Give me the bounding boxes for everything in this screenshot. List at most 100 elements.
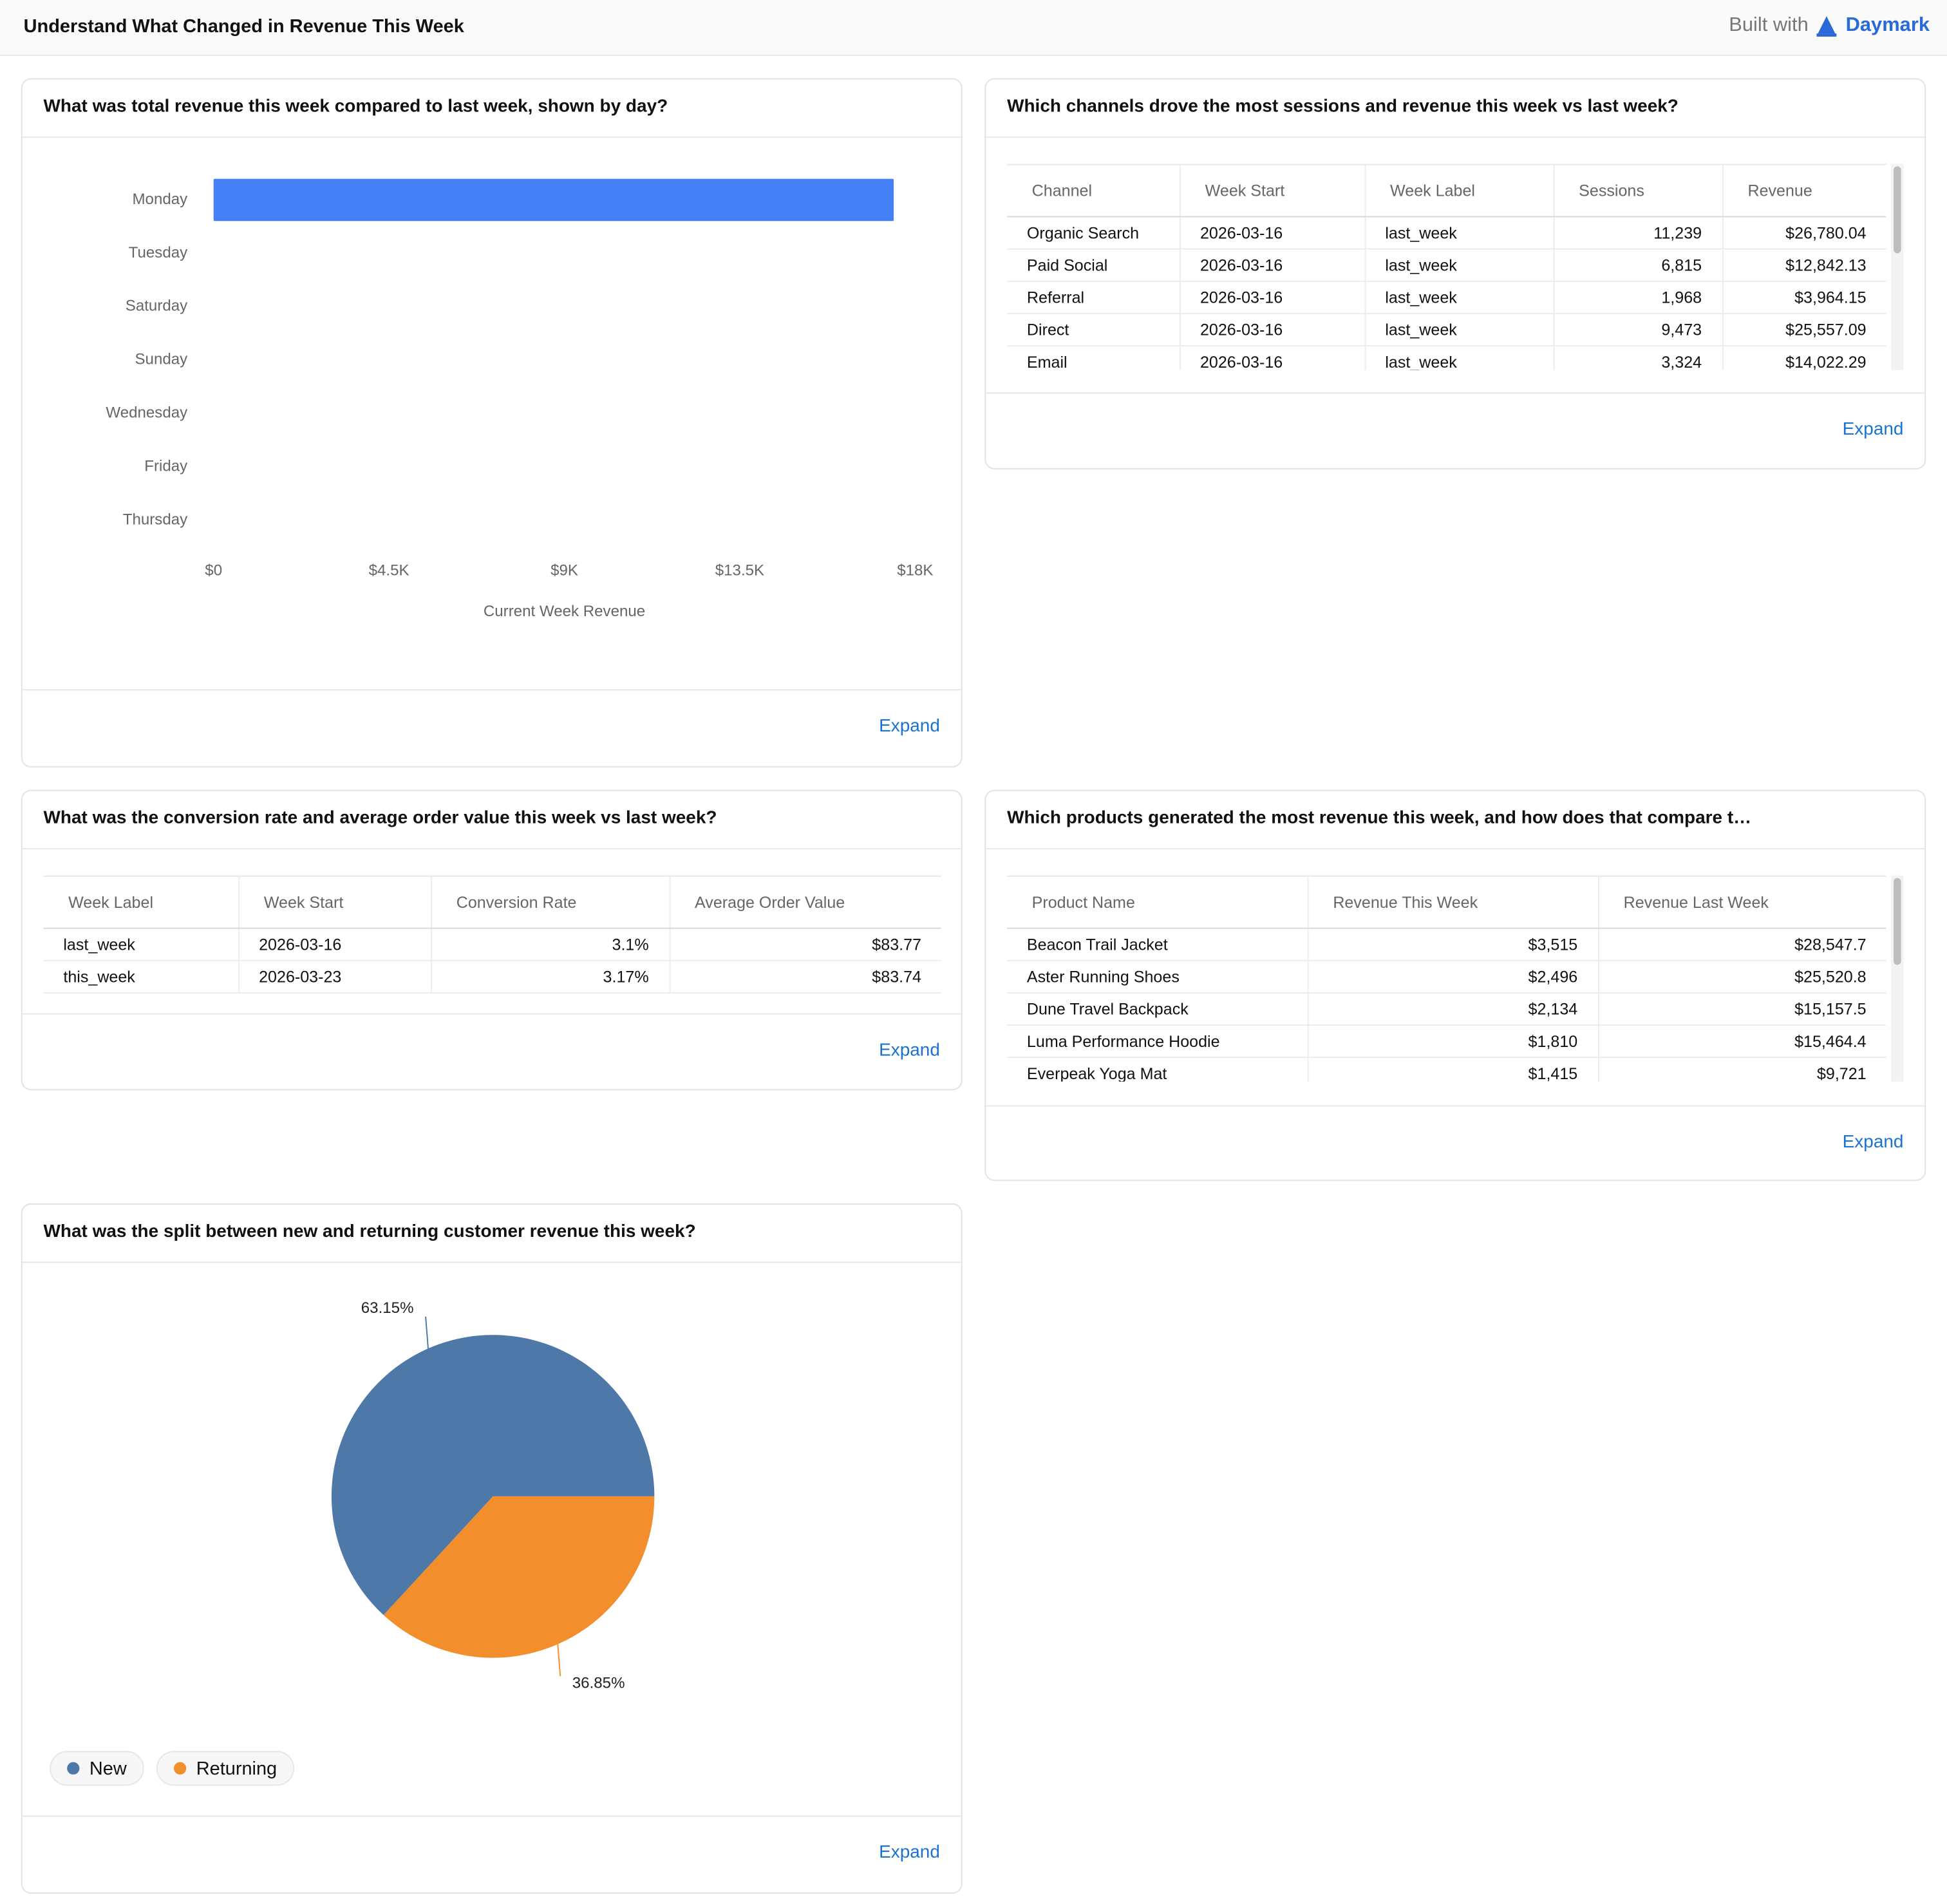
divider (22, 137, 961, 138)
expand-link[interactable]: Expand (879, 1842, 940, 1863)
y-tick-label: Friday (144, 458, 187, 475)
table-cell: $9,721 (1598, 1057, 1886, 1082)
column-header: Week Start (238, 875, 432, 929)
pie-slice (383, 1496, 655, 1658)
table-cell: $25,520.8 (1598, 960, 1886, 994)
scroll-thumb[interactable] (1894, 878, 1901, 965)
header-row: Channel Week Start Week Label Sessions Reven… (1007, 164, 1886, 218)
table-cell: $1,415 (1307, 1057, 1599, 1082)
data-label: 36.85% (572, 1675, 625, 1692)
column-header: Revenue Last Week (1598, 875, 1886, 929)
table-cell: 2026-03-16 (1180, 249, 1366, 282)
table-row: Email 2026-03-16 last_week 3,324 $14,022.29 (1007, 346, 1886, 370)
table-row: Direct 2026-03-16 last_week 9,473 $25,557.09 (1007, 313, 1886, 347)
x-tick-label: $4.5K (369, 562, 409, 580)
table-row: last_week 2026-03-16 3.1% $83.77 (43, 928, 941, 961)
x-tick-label: $9K (550, 562, 578, 580)
table-cell: last_week (1364, 281, 1554, 314)
table-cell: $3,515 (1307, 928, 1599, 961)
branding[interactable]: Built with Daymark (1729, 15, 1930, 37)
table-cell: $83.74 (669, 960, 941, 994)
scrollbar[interactable] (1891, 875, 1904, 1082)
legend-item[interactable]: Returning (156, 1751, 295, 1786)
legend-label: New (89, 1757, 127, 1779)
column-header: Sessions (1553, 164, 1723, 218)
x-tick-label: $13.5K (715, 562, 764, 580)
column-header: Week Label (43, 875, 240, 929)
table-cell: 2026-03-16 (238, 928, 432, 961)
data-table: Week Label Week Start Conversion Rate Avera… (43, 875, 941, 994)
table-cell: $12,842.13 (1722, 249, 1886, 282)
column-header: Channel (1007, 164, 1181, 218)
expand-link[interactable]: Expand (879, 1041, 940, 1060)
table-row: Referral 2026-03-16 last_week 1,968 $3,964.1… (1007, 281, 1886, 314)
table-cell: 3.17% (431, 960, 670, 994)
divider (986, 1105, 1925, 1107)
table-row: Dune Travel Backpack $2,134 $15,157.5 (1007, 992, 1886, 1026)
divider (22, 1013, 961, 1015)
table-cell: 2026-03-16 (1180, 346, 1366, 370)
table-cell: 3,324 (1553, 346, 1723, 370)
column-header: Conversion Rate (431, 875, 670, 929)
table-cell: last_week (1364, 216, 1554, 250)
table-cell: Referral (1007, 281, 1181, 314)
x-axis-label: Current Week Revenue (484, 603, 645, 620)
built-with: Built with (1729, 15, 1809, 36)
table-cell: Everpeak Yoga Mat (1007, 1057, 1308, 1082)
table-row: Beacon Trail Jacket $3,515 $28,547.7 (1007, 928, 1886, 961)
pie-slice (331, 1335, 655, 1616)
expand-link[interactable]: Expand (879, 716, 940, 737)
table-cell: $2,134 (1307, 992, 1599, 1026)
table-cell: Paid Social (1007, 249, 1181, 282)
divider (986, 848, 1925, 850)
scrollbar[interactable] (1891, 164, 1904, 370)
y-tick-label: Saturday (126, 297, 187, 315)
column-header: Average Order Value (669, 875, 941, 929)
divider (22, 689, 961, 691)
table-cell: 6,815 (1553, 249, 1723, 282)
header: Understand What Changed in Revenue This … (0, 0, 1947, 56)
table-cell: 3.1% (431, 928, 670, 961)
table-cell: Email (1007, 346, 1181, 370)
table-cell: last_week (43, 928, 240, 961)
legend-label: Returning (196, 1757, 277, 1779)
table-cell: last_week (1364, 249, 1554, 282)
card-title: Which products generated the most revenu… (1007, 808, 1752, 829)
table-cell: $15,464.4 (1598, 1025, 1886, 1059)
table-cell: Dune Travel Backpack (1007, 992, 1308, 1026)
data-table: Product Name Revenue This Week Revenue Las… (1007, 875, 1886, 1082)
leader-line (425, 1316, 429, 1349)
table-cell: Organic Search (1007, 216, 1181, 250)
y-tick-label: Sunday (135, 351, 187, 368)
table-viewport: Week Label Week Start Conversion Rate Avera… (43, 875, 941, 1000)
card: What was the conversion rate and average… (21, 789, 963, 1091)
table-row: Everpeak Yoga Mat $1,415 $9,721 (1007, 1057, 1886, 1082)
y-tick-label: Thursday (123, 511, 187, 528)
table-cell: $2,496 (1307, 960, 1599, 994)
x-tick-label: $18K (897, 562, 933, 580)
expand-link[interactable]: Expand (1842, 1132, 1904, 1153)
card: Which products generated the most revenu… (984, 789, 1926, 1182)
table-cell: 9,473 (1553, 313, 1723, 347)
table-row: this_week 2026-03-23 3.17% $83.74 (43, 960, 941, 994)
table-cell: 2026-03-23 (238, 960, 432, 994)
table-cell: $1,810 (1307, 1025, 1599, 1059)
expand-link[interactable]: Expand (1842, 419, 1904, 440)
table-cell: $3,964.15 (1722, 281, 1886, 314)
divider (22, 1261, 961, 1263)
table-row: Aster Running Shoes $2,496 $25,520.8 (1007, 960, 1886, 994)
table-cell: $15,157.5 (1598, 992, 1886, 1026)
scroll-thumb[interactable] (1894, 166, 1901, 254)
table-row: Organic Search 2026-03-16 last_week 11,239 $… (1007, 216, 1886, 250)
table-cell: $28,547.7 (1598, 928, 1886, 961)
table-cell: $83.77 (669, 928, 941, 961)
table-cell: 1,968 (1553, 281, 1723, 314)
legend-item[interactable]: New (50, 1751, 144, 1786)
table-cell: Aster Running Shoes (1007, 960, 1308, 994)
column-header: Week Label (1364, 164, 1554, 218)
data-label: 63.15% (361, 1299, 414, 1317)
y-tick-label: Wednesday (106, 404, 187, 422)
brand: Daymark (1845, 15, 1930, 36)
